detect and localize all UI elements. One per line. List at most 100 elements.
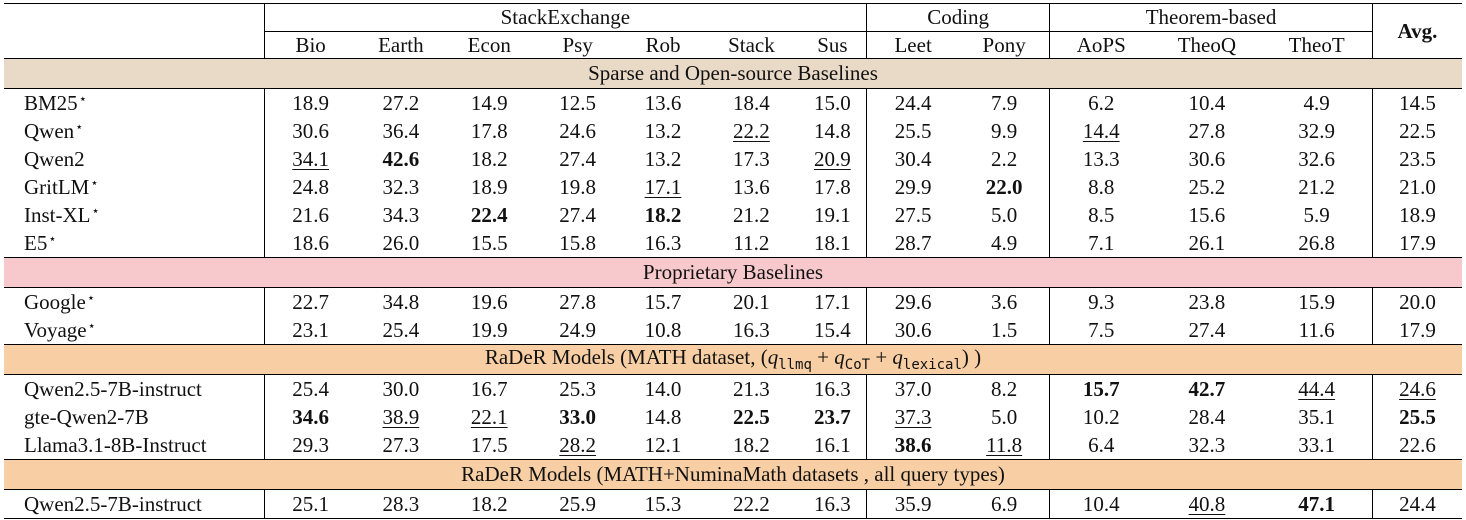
score-cell: 18.9 — [263, 88, 357, 117]
score-cell: 10.4 — [1049, 489, 1153, 519]
score-cell: 7.5 — [1049, 316, 1153, 345]
score-value: 22.1 — [470, 404, 508, 429]
table-row: BM25⋆ 18.9 27.2 14.9 12.5 13.6 18.4 15.0 24.4 7.9… — [4, 88, 1462, 118]
score-value: 18.4 — [733, 90, 770, 115]
score-cell: 15.3 — [621, 489, 705, 519]
score-value: 26.0 — [382, 230, 420, 255]
score-value: 33.1 — [1298, 432, 1336, 457]
score-value: 27.4 — [1188, 317, 1226, 342]
score-cell: 20.9 — [799, 145, 867, 173]
score-cell: 14.8 — [799, 117, 867, 145]
score-value: 29.6 — [894, 289, 932, 314]
model-label: Qwen — [24, 119, 75, 143]
model-label: Qwen2.5-7B-instruct — [24, 491, 202, 516]
score-value: 19.6 — [470, 289, 508, 314]
score-cell: 22.0 — [959, 173, 1049, 201]
score-value: 22.2 — [733, 118, 770, 143]
score-cell: 25.5 — [866, 117, 960, 145]
score-value: 12.5 — [559, 90, 597, 115]
score-cell: 13.6 — [622, 89, 704, 118]
score-cell: 28.3 — [356, 489, 446, 519]
score-value: 18.1 — [814, 230, 851, 255]
score-value: 17.9 — [1399, 230, 1436, 255]
score-value: 5.0 — [991, 404, 1018, 429]
math-operator: + — [870, 344, 893, 369]
score-value: 3.6 — [991, 289, 1018, 314]
score-cell: 17.3 — [704, 145, 799, 173]
math-variable: q — [834, 344, 845, 369]
score-value: 15.6 — [1188, 202, 1226, 227]
score-value: 16.7 — [470, 376, 508, 401]
score-cell: 34.6 — [263, 403, 357, 431]
score-cell: 27.2 — [357, 89, 445, 118]
score-value: 26.1 — [1188, 230, 1226, 255]
score-value: 28.4 — [1188, 404, 1226, 429]
score-cell: 5.0 — [959, 403, 1049, 431]
score-value: 17.3 — [733, 146, 770, 171]
table-row: Google⋆ 22.7 34.8 19.6 27.8 15.7 20.1 17.1 29.6 3… — [4, 287, 1462, 317]
score-cell: 18.4 — [704, 89, 799, 118]
table-row: Inst-XL⋆ 21.6 34.3 22.4 27.4 18.2 21.2 19.1 27.5… — [4, 201, 1462, 229]
score-cell: 23.8 — [1152, 288, 1261, 317]
score-cell: 22.4 — [445, 201, 533, 229]
score-cell: 9.9 — [959, 117, 1049, 145]
math-variable: q — [892, 344, 903, 369]
score-value: 6.4 — [1088, 432, 1115, 457]
score-value: 24.6 — [1399, 376, 1436, 401]
avg-cell: 18.9 — [1371, 201, 1462, 229]
score-cell: 34.8 — [357, 288, 445, 317]
score-value: 30.6 — [292, 118, 329, 143]
table-row: Qwen2.5-7B-instruct 25.4 30.0 16.7 25.3 14.0 2… — [4, 374, 1462, 403]
score-value: 38.9 — [382, 404, 420, 429]
score-cell: 38.6 — [866, 431, 960, 460]
model-label: Voyage — [24, 318, 87, 342]
score-value: 7.1 — [1088, 230, 1115, 255]
score-cell: 10.8 — [622, 316, 704, 345]
score-value: 13.2 — [644, 118, 682, 143]
score-value: 24.8 — [292, 174, 329, 199]
score-value: 12.1 — [644, 432, 682, 457]
avg-cell: 23.5 — [1371, 145, 1462, 173]
score-value: 14.9 — [470, 90, 508, 115]
score-cell: 4.9 — [959, 229, 1049, 258]
score-cell: 9.3 — [1049, 287, 1153, 316]
score-cell: 7.1 — [1049, 229, 1153, 258]
score-value: 18.2 — [470, 146, 508, 171]
score-value: 11.8 — [986, 432, 1023, 457]
model-name: Inst-XL⋆ — [4, 201, 264, 229]
model-label: Qwen2 — [24, 146, 85, 171]
score-cell: 23.7 — [799, 403, 867, 431]
column-header-sus: Sus — [817, 32, 848, 57]
score-cell: 8.8 — [1049, 173, 1153, 201]
score-cell: 5.0 — [959, 201, 1049, 229]
column-header-theot: TheoT — [1288, 32, 1345, 57]
score-cell: 6.4 — [1049, 431, 1153, 460]
score-value: 10.4 — [1188, 90, 1226, 115]
score-cell: 24.8 — [263, 173, 357, 201]
score-value: 27.2 — [382, 90, 420, 115]
score-cell: 7.9 — [959, 89, 1049, 118]
column-header-psy: Psy — [562, 32, 593, 57]
score-cell: 33.1 — [1261, 431, 1372, 460]
score-value: 28.2 — [559, 432, 597, 457]
score-cell: 18.2 — [445, 489, 534, 519]
score-cell: 27.8 — [533, 288, 621, 317]
score-cell: 22.7 — [263, 287, 357, 316]
score-cell: 10.4 — [1152, 89, 1261, 118]
score-cell: 22.2 — [704, 489, 799, 519]
model-name: Qwen2.5-7B-instruct — [4, 489, 265, 519]
math-operator: + — [811, 344, 835, 369]
score-cell: 14.8 — [622, 403, 704, 431]
score-value: 16.3 — [644, 230, 682, 255]
score-value: 14.4 — [1082, 118, 1120, 143]
score-cell: 30.6 — [1152, 145, 1261, 173]
score-value: 17.9 — [1399, 317, 1436, 342]
avg-cell: 22.5 — [1371, 117, 1462, 145]
score-cell: 15.4 — [799, 316, 867, 345]
score-value: 28.7 — [894, 230, 932, 255]
score-cell: 17.8 — [799, 173, 867, 201]
score-cell: 42.6 — [357, 145, 445, 173]
score-value: 19.9 — [470, 317, 508, 342]
star-marker: ⋆ — [91, 203, 100, 218]
score-value: 8.2 — [991, 376, 1018, 401]
